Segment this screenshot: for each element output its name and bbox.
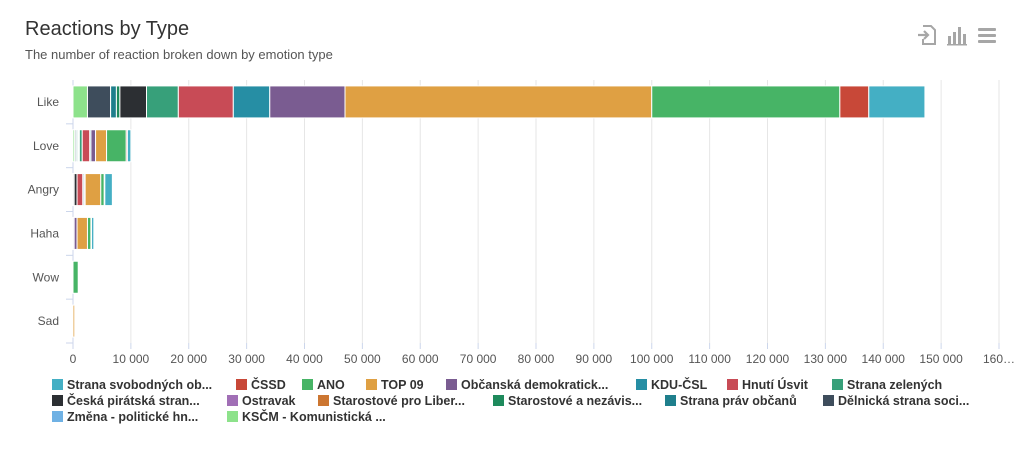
bar-segment[interactable] <box>81 129 91 163</box>
legend-item[interactable]: Strana práv občanů <box>680 394 797 408</box>
bar-segment[interactable] <box>84 173 102 207</box>
legend: Strana svobodných ob... ČSSD ANO TOP 09 Obča… <box>52 377 969 424</box>
category-label: Love <box>33 139 59 153</box>
x-tick-label: 110 000 <box>688 352 731 366</box>
category-label: Wow <box>33 270 60 284</box>
x-tick-label: 140 000 <box>862 352 906 366</box>
x-tick-label: 40 000 <box>286 352 323 366</box>
legend-item[interactable]: Starostové pro Liber... <box>333 394 465 408</box>
x-tick-label: 0 <box>70 352 77 366</box>
bar-segment[interactable] <box>839 85 870 119</box>
bar-segment[interactable] <box>104 173 113 207</box>
bar-segment[interactable] <box>651 85 841 119</box>
x-tick-label: 30 000 <box>228 352 265 366</box>
legend-swatch <box>302 379 313 390</box>
legend-swatch <box>52 411 63 422</box>
category-label: Like <box>37 95 59 109</box>
legend-item[interactable]: Občanská demokratick... <box>461 378 608 392</box>
bar-segment[interactable] <box>177 85 234 119</box>
chart-title: Reactions by Type <box>25 18 190 40</box>
legend-item[interactable]: Hnutí Úsvit <box>742 377 809 392</box>
legend-swatch <box>636 379 647 390</box>
bar-segment[interactable] <box>126 129 132 163</box>
bar-segment[interactable] <box>106 129 127 163</box>
legend-swatch <box>227 395 238 406</box>
legend-swatch <box>832 379 843 390</box>
grid-lines <box>66 80 1000 349</box>
x-tick-label: 50 000 <box>344 352 381 366</box>
legend-item[interactable]: Ostravak <box>242 394 296 408</box>
legend-item[interactable]: Starostové a nezávis... <box>508 394 642 408</box>
legend-swatch <box>493 395 504 406</box>
legend-item[interactable]: TOP 09 <box>381 378 424 392</box>
legend-item[interactable]: Dělnická strana soci... <box>838 394 969 408</box>
x-tick-label: 130 000 <box>804 352 848 366</box>
bar-segment[interactable] <box>269 85 346 119</box>
legend-item[interactable]: ČSSD <box>251 377 286 392</box>
bar-segment[interactable] <box>100 173 105 207</box>
legend-item[interactable]: Strana svobodných ob... <box>67 378 212 392</box>
legend-swatch <box>665 395 676 406</box>
bar-segment[interactable] <box>95 129 108 163</box>
legend-swatch <box>318 395 329 406</box>
bar-segment[interactable] <box>86 85 112 119</box>
legend-item[interactable]: Česká pirátská stran... <box>67 393 200 408</box>
bar-segment[interactable] <box>146 85 179 119</box>
bar-segment[interactable] <box>72 260 79 294</box>
x-tick-label: 80 000 <box>518 352 555 366</box>
legend-swatch <box>727 379 738 390</box>
legend-swatch <box>227 411 238 422</box>
legend-swatch <box>446 379 457 390</box>
bar-segment[interactable] <box>232 85 271 119</box>
bar-segment[interactable] <box>344 85 653 119</box>
bar-segment[interactable] <box>72 85 88 119</box>
export-icon[interactable] <box>916 24 938 46</box>
bar-segment[interactable] <box>72 304 76 338</box>
category-axis: Like Love Angry Haha Wow Sad <box>28 95 60 328</box>
bar-segment[interactable] <box>76 173 84 207</box>
x-tick-label: 20 000 <box>170 352 207 366</box>
legend-item[interactable]: KDU-ČSL <box>651 377 708 392</box>
x-tick-label: 60 000 <box>402 352 439 366</box>
bar-segment[interactable] <box>76 216 88 250</box>
legend-swatch <box>52 379 63 390</box>
legend-swatch <box>366 379 377 390</box>
bar-segment[interactable] <box>90 129 97 163</box>
chart-subtitle: The number of reaction broken down by em… <box>25 47 333 62</box>
bar-segment[interactable] <box>110 85 117 119</box>
menu-icon[interactable] <box>976 24 998 46</box>
legend-item[interactable]: Změna - politické hn... <box>67 410 198 424</box>
legend-swatch <box>823 395 834 406</box>
x-tick-label: 120 000 <box>746 352 790 366</box>
bars <box>72 85 926 338</box>
x-tick-label: 90 000 <box>576 352 613 366</box>
legend-item[interactable]: ANO <box>317 378 345 392</box>
value-axis: 0 10 000 20 000 30 000 40 000 50 000 60 000 70 … <box>70 352 1015 366</box>
legend-swatch <box>236 379 247 390</box>
bar-segment[interactable] <box>119 85 148 119</box>
x-tick-label: 10 000 <box>113 352 150 366</box>
x-tick-label: 70 000 <box>460 352 497 366</box>
legend-item[interactable]: KSČM - Komunistická ... <box>242 409 386 424</box>
bar-segment[interactable] <box>115 85 121 119</box>
chart-toolbar <box>916 24 998 46</box>
bar-chart-icon[interactable] <box>946 24 968 46</box>
bar-segment[interactable] <box>868 85 926 119</box>
category-label: Haha <box>30 226 59 240</box>
legend-swatch <box>52 395 63 406</box>
legend-item[interactable]: Strana zelených <box>847 378 942 392</box>
category-label: Sad <box>38 314 59 328</box>
bar-segment[interactable] <box>86 216 92 250</box>
x-tick-label: 150 000 <box>919 352 963 366</box>
bar-segment[interactable] <box>91 216 95 250</box>
category-label: Angry <box>28 183 59 197</box>
x-tick-label: 160… <box>983 352 1015 366</box>
x-tick-label: 100 000 <box>630 352 674 366</box>
